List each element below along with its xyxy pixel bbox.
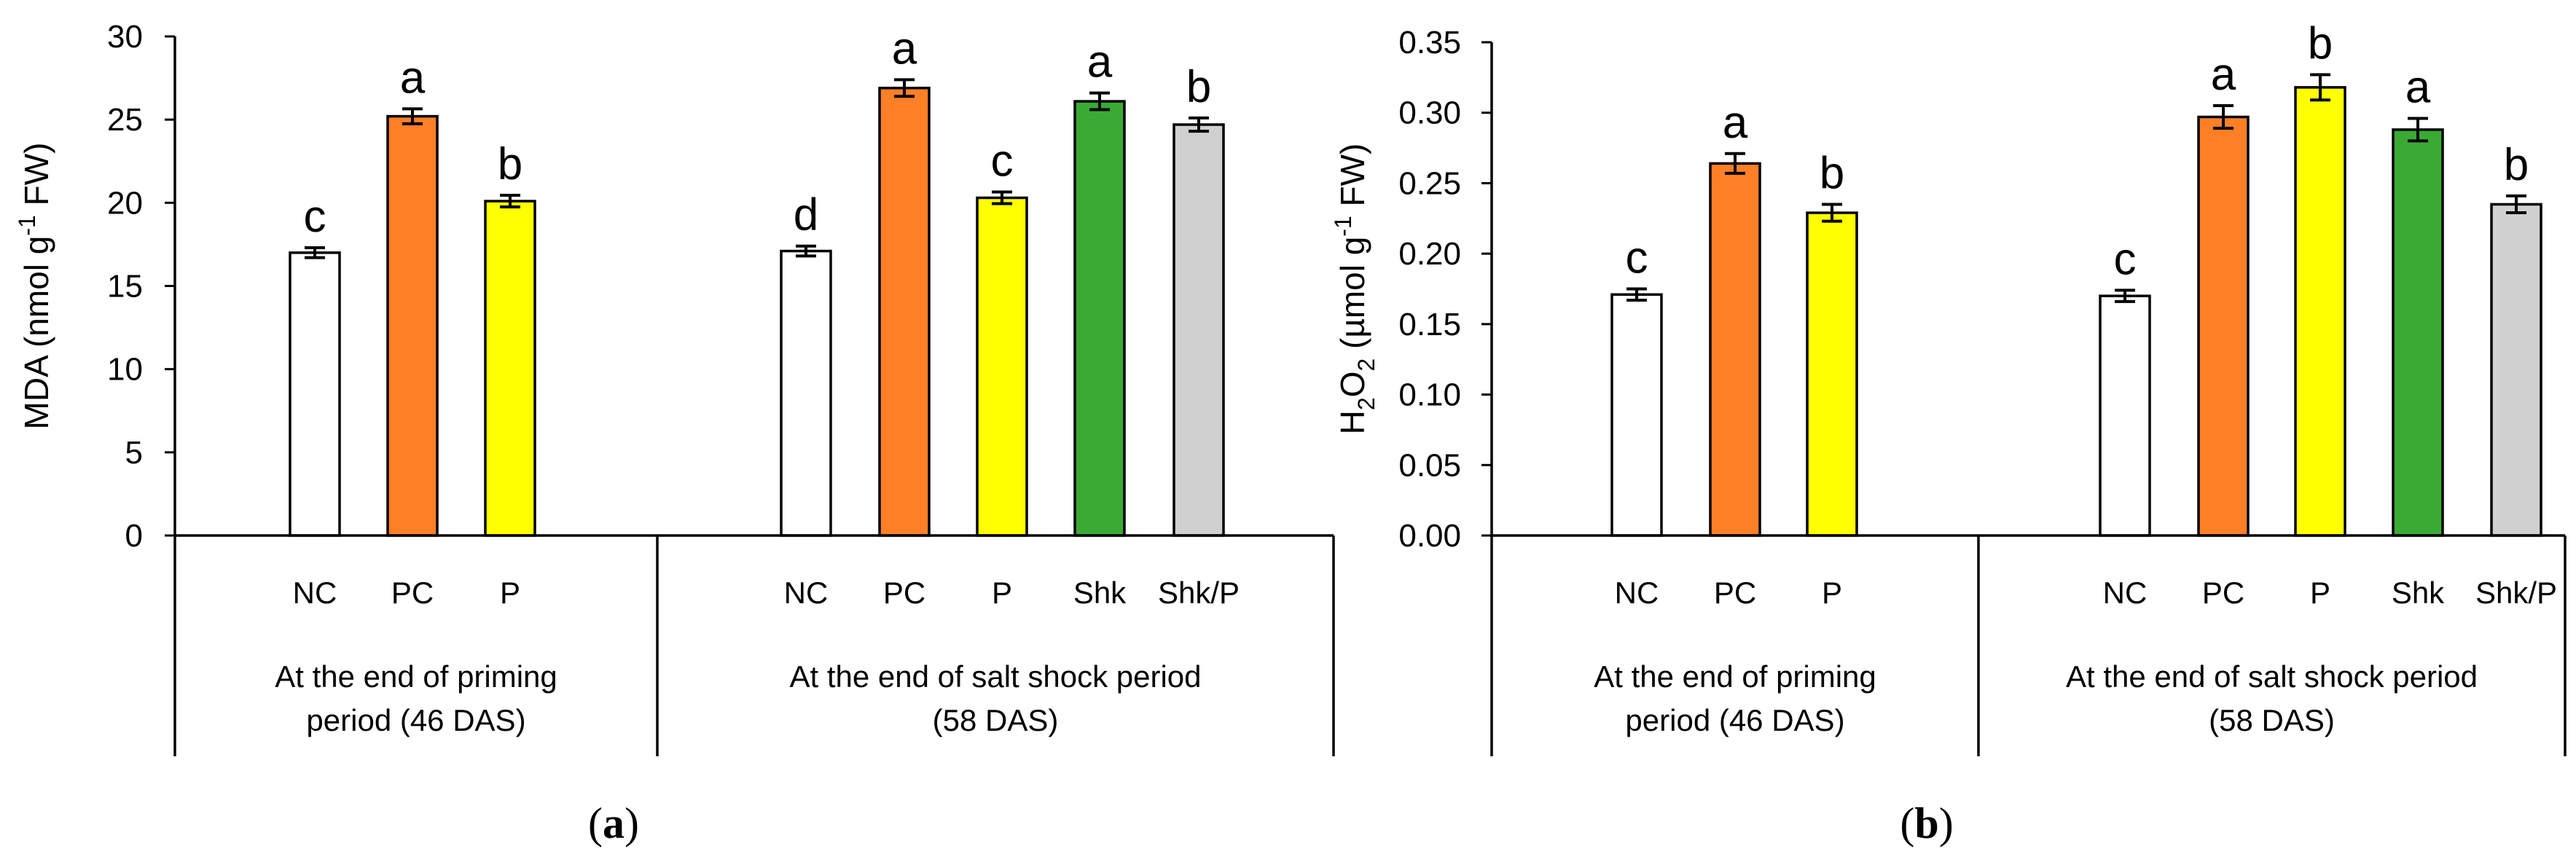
y-tick-label: 0.25 bbox=[1398, 165, 1461, 201]
group-label-line1: At the end of salt shock period bbox=[2066, 659, 2478, 694]
y-axis-label: MDA (nmol g-1 FW) bbox=[14, 143, 55, 430]
group-label-line1: At the end of priming bbox=[1594, 659, 1876, 694]
bar bbox=[1172, 123, 1225, 537]
y-tick-label: 0.35 bbox=[1398, 25, 1461, 60]
panel-caption: (b) bbox=[1900, 799, 1953, 847]
bar bbox=[976, 196, 1028, 537]
panel-caption-close: ) bbox=[1939, 799, 1954, 847]
significance-letter: a bbox=[1723, 98, 1748, 148]
group-label-line2: period (46 DAS) bbox=[1625, 703, 1844, 737]
significance-letter: a bbox=[1087, 37, 1113, 87]
significance-letter: c bbox=[1626, 233, 1648, 283]
significance-letter: d bbox=[794, 190, 818, 240]
category-label: NC bbox=[293, 576, 337, 610]
y-tick-label: 0.15 bbox=[1398, 307, 1461, 342]
y-axis-label-superscript: -1 bbox=[1330, 216, 1356, 236]
y-tick-label: 0.05 bbox=[1398, 447, 1461, 483]
y-axis-label-superscript: -1 bbox=[14, 215, 40, 235]
significance-letter: a bbox=[2211, 50, 2236, 100]
significance-letter: a bbox=[400, 52, 426, 103]
y-tick-label: 5 bbox=[125, 435, 143, 471]
category-label: PC bbox=[2202, 576, 2244, 610]
y-axis-label-main: MDA (nmol g bbox=[17, 236, 55, 430]
y-tick-label: 0.00 bbox=[1398, 518, 1461, 554]
y-axis-label-subscript: 2 bbox=[1353, 358, 1379, 372]
y-tick-label: 25 bbox=[107, 102, 143, 138]
group-label-line1: At the end of salt shock period bbox=[789, 659, 1201, 694]
significance-letter: c bbox=[2114, 234, 2137, 284]
significance-letter: a bbox=[2405, 62, 2431, 112]
y-tick-label: 10 bbox=[107, 352, 143, 388]
bar bbox=[289, 251, 341, 537]
significance-letter: c bbox=[991, 136, 1014, 186]
category-label: PC bbox=[1714, 576, 1756, 610]
y-tick-label: 30 bbox=[107, 19, 143, 55]
chart-panel-a: 0 5 10 15 20 25 30 MDA (nmol g-1 FW) c NC a PC b P At … bbox=[14, 19, 1335, 847]
category-label: P bbox=[500, 576, 520, 610]
y-axis-label-mid: O bbox=[1334, 372, 1371, 398]
bar bbox=[2099, 294, 2151, 537]
category-label: NC bbox=[2103, 576, 2148, 610]
group-label-line2: period (46 DAS) bbox=[306, 703, 525, 737]
y-axis-label-tail: FW) bbox=[1334, 144, 1371, 216]
category-label: NC bbox=[784, 576, 829, 610]
y-axis-label: H2O2 (µmol g-1 FW) bbox=[1330, 144, 1379, 435]
panel-caption: (a) bbox=[588, 799, 639, 847]
y-tick-label: 0.10 bbox=[1398, 377, 1461, 413]
group-label-line2: (58 DAS) bbox=[2209, 703, 2335, 737]
category-label: Shk bbox=[2392, 576, 2445, 610]
y-axis-label-main: H bbox=[1334, 410, 1371, 434]
significance-letter: c bbox=[304, 192, 326, 242]
bar bbox=[2490, 203, 2542, 537]
bar bbox=[1806, 211, 1858, 537]
bar bbox=[1073, 100, 1126, 537]
category-label: Shk bbox=[1073, 576, 1127, 610]
bar bbox=[780, 249, 832, 537]
bar bbox=[386, 114, 439, 537]
bar bbox=[2197, 115, 2250, 537]
y-axis-label-subscript: 2 bbox=[1353, 397, 1379, 410]
y-axis-label-tail: FW) bbox=[17, 143, 55, 216]
group-label-line2: (58 DAS) bbox=[933, 703, 1059, 737]
bar bbox=[1610, 293, 1663, 537]
significance-letter: b bbox=[2504, 140, 2529, 190]
bar bbox=[878, 87, 931, 537]
panel-caption-close: ) bbox=[625, 799, 639, 847]
y-tick-label: 0 bbox=[125, 518, 143, 554]
category-label: PC bbox=[391, 576, 434, 610]
bar bbox=[1709, 162, 1761, 537]
category-label: NC bbox=[1615, 576, 1659, 610]
y-axis-label-rest: (µmol g bbox=[1334, 237, 1371, 358]
panel-caption-open: ( bbox=[1900, 799, 1914, 847]
category-label: P bbox=[2310, 576, 2330, 610]
significance-letter: b bbox=[1820, 148, 1844, 198]
bar bbox=[2294, 86, 2346, 537]
significance-letter: b bbox=[2308, 18, 2333, 68]
panel-caption-letter: a bbox=[603, 799, 625, 847]
bar bbox=[484, 200, 536, 537]
panel-caption-open: ( bbox=[588, 799, 603, 847]
significance-letter: a bbox=[892, 23, 917, 74]
group-label-line1: At the end of priming bbox=[275, 659, 557, 694]
y-tick-label: 20 bbox=[107, 185, 143, 221]
panel-caption-letter: b bbox=[1914, 799, 1938, 847]
category-label: P bbox=[1822, 576, 1842, 610]
category-label: PC bbox=[883, 576, 925, 610]
y-tick-label: 0.20 bbox=[1398, 236, 1461, 272]
y-tick-label: 0.30 bbox=[1398, 95, 1461, 131]
bar bbox=[2392, 128, 2444, 537]
category-label: Shk/P bbox=[2475, 576, 2557, 610]
y-tick-label: 15 bbox=[107, 269, 143, 305]
category-label: Shk/P bbox=[1158, 576, 1240, 610]
significance-letter: b bbox=[1186, 62, 1211, 112]
category-label: P bbox=[992, 576, 1012, 610]
significance-letter: b bbox=[498, 139, 522, 189]
